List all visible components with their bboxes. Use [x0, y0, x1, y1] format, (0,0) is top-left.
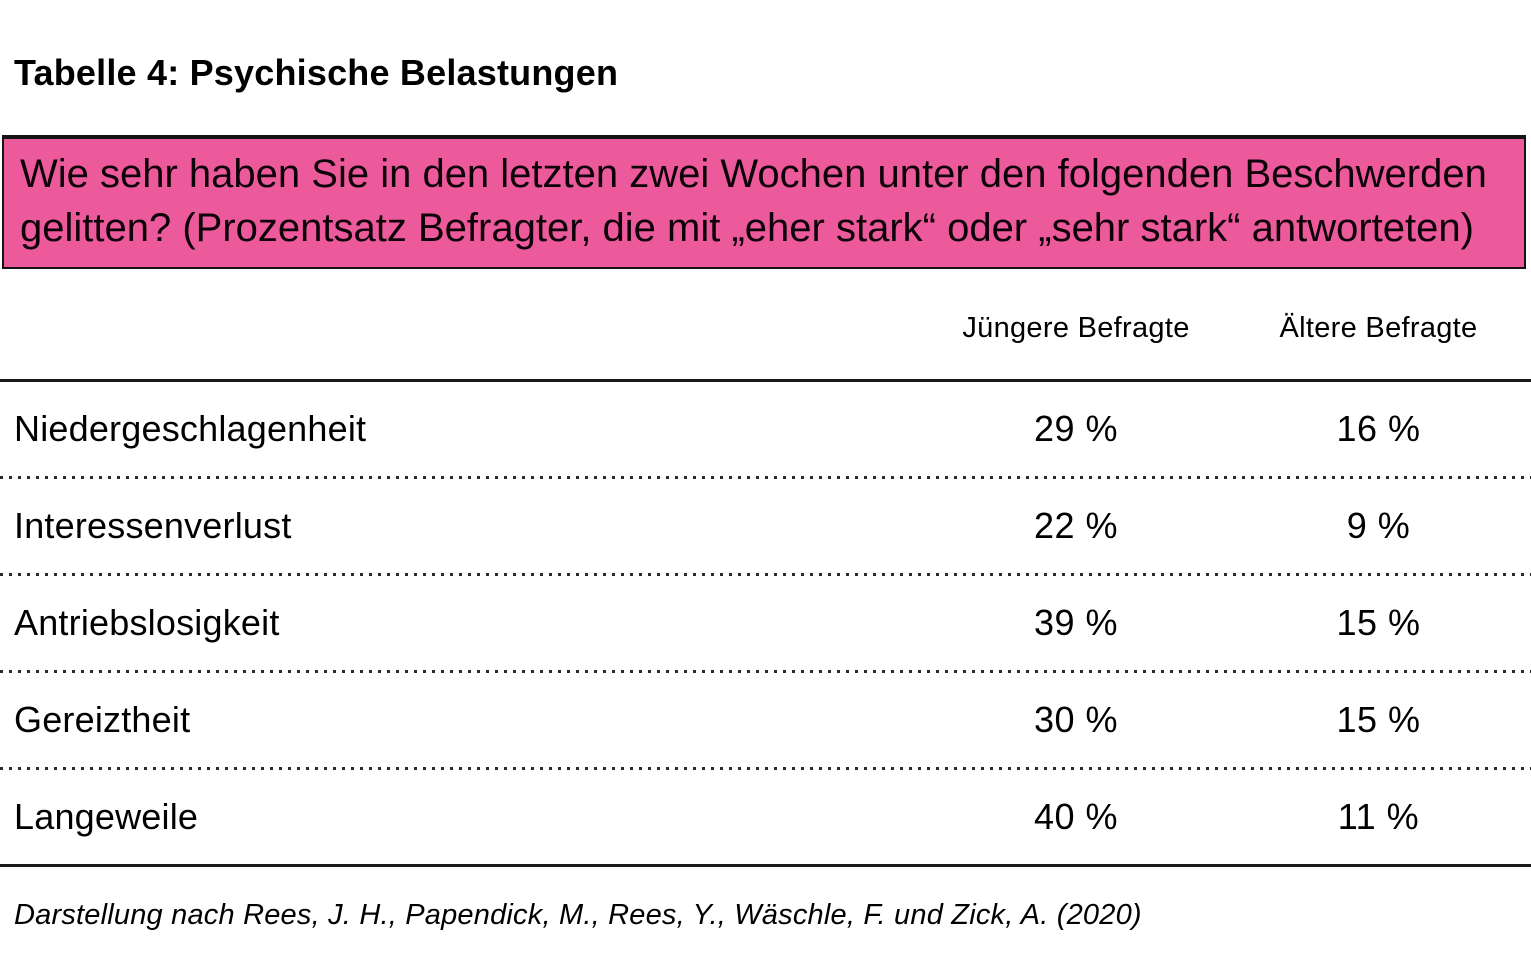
row-label: Niedergeschlagenheit	[14, 407, 367, 449]
question-text: Wie sehr haben Sie in den letzten zwei W…	[20, 152, 1487, 250]
value-older: 9 %	[1346, 504, 1411, 546]
value-younger: 39 %	[1033, 601, 1119, 643]
dotted-divider	[0, 572, 1531, 576]
table-row: Antriebslosigkeit 39 % 15 %	[0, 576, 1531, 670]
footer-divider-line	[0, 863, 1531, 867]
row-label: Antriebslosigkeit	[14, 601, 280, 643]
table-row: Gereiztheit 30 % 15 %	[0, 673, 1531, 767]
value-younger: 30 %	[1033, 698, 1119, 740]
source-citation: Darstellung nach Rees, J. H., Papendick,…	[14, 898, 1142, 931]
value-younger: 40 %	[1033, 795, 1119, 837]
table-row: Langeweile 40 % 11 %	[0, 770, 1531, 864]
value-older: 15 %	[1336, 601, 1421, 643]
column-header-older: Ältere Befragte	[1279, 312, 1478, 345]
value-younger: 29 %	[1033, 407, 1119, 449]
table-row: Niedergeschlagenheit 29 % 16 %	[0, 382, 1531, 476]
table-title-text: Psychische Belastungen	[179, 52, 619, 93]
dotted-divider	[0, 669, 1531, 673]
value-younger: 22 %	[1033, 504, 1119, 546]
header-divider-line	[0, 378, 1531, 382]
column-header-row: Jüngere Befragte Ältere Befragte	[0, 303, 1531, 355]
value-older: 16 %	[1336, 407, 1421, 449]
page-title: Tabelle 4: Psychische Belastungen	[14, 52, 1531, 93]
table-row: Interessenverlust 22 % 9 %	[0, 479, 1531, 573]
dotted-divider	[0, 475, 1531, 479]
table-number-label: Tabelle 4:	[14, 52, 180, 93]
column-header-younger: Jüngere Befragte	[962, 312, 1190, 345]
row-label: Langeweile	[14, 795, 199, 837]
row-label: Interessenverlust	[14, 504, 292, 546]
row-label: Gereiztheit	[14, 698, 191, 740]
value-older: 11 %	[1337, 795, 1420, 837]
value-older: 15 %	[1336, 698, 1421, 740]
question-banner: Wie sehr haben Sie in den letzten zwei W…	[2, 135, 1526, 269]
dotted-divider	[0, 766, 1531, 770]
